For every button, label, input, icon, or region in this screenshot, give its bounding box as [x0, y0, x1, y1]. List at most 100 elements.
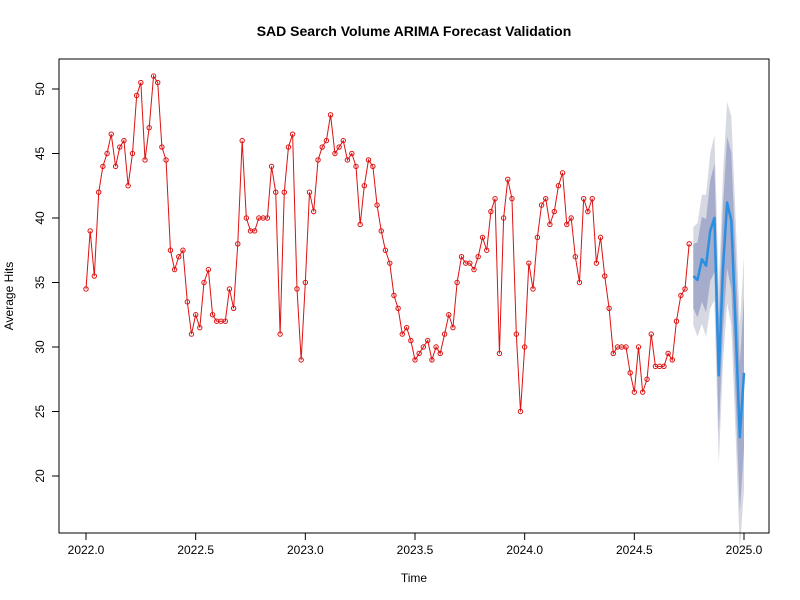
observed-point: [146, 125, 152, 131]
observed-point: [83, 286, 89, 292]
observed-point: [673, 318, 680, 324]
observed-point: [310, 208, 317, 215]
observed-point: [500, 215, 507, 221]
observed-point: [87, 228, 93, 234]
observed-point: [564, 221, 570, 228]
observed-point: [623, 344, 629, 350]
observed-point: [180, 247, 186, 253]
observed-layer: [83, 73, 692, 415]
observed-point: [682, 286, 688, 292]
observed-point: [323, 137, 330, 144]
observed-point: [340, 137, 346, 144]
observed-point: [184, 299, 191, 305]
observed-point: [176, 254, 182, 260]
observed-point: [357, 221, 363, 228]
observed-point: [412, 357, 418, 363]
observed-point: [336, 144, 342, 150]
observed-point: [450, 324, 456, 331]
observed-point: [235, 241, 241, 247]
observed-point: [686, 241, 692, 247]
observed-point: [479, 234, 486, 241]
forecast-layer: [692, 201, 746, 439]
observed-point: [547, 221, 553, 228]
observed-point: [492, 195, 498, 202]
observed-point: [403, 324, 410, 331]
observed-point: [125, 183, 131, 189]
observed-point: [273, 189, 279, 195]
observed-point: [446, 312, 452, 318]
observed-point: [602, 273, 608, 279]
observed-point: [665, 350, 671, 357]
observed-point: [96, 189, 102, 195]
x-tick-label: 2022.0: [68, 543, 105, 557]
observed-point: [559, 170, 566, 176]
observed-point: [239, 137, 245, 144]
observed-point: [433, 344, 439, 350]
y-tick-label: 25: [33, 405, 47, 419]
y-tick-label: 45: [33, 147, 47, 161]
observed-point: [429, 357, 435, 363]
observed-point: [437, 350, 443, 357]
observed-point: [327, 112, 334, 118]
observed-point: [264, 215, 271, 221]
observed-point: [319, 144, 325, 150]
observed-point: [458, 254, 465, 260]
x-tick-label: 2024.0: [506, 543, 543, 557]
observed-point: [555, 183, 562, 189]
observed-point: [205, 266, 212, 273]
observed-point: [306, 189, 313, 195]
observed-point: [391, 292, 397, 299]
x-tick-label: 2022.5: [177, 543, 214, 557]
observed-point: [197, 324, 203, 331]
observed-point: [517, 408, 524, 415]
observed-point: [669, 357, 675, 363]
observed-point: [505, 176, 511, 183]
observed-point: [635, 344, 642, 350]
plot-frame: [58, 58, 770, 534]
observed-point: [416, 350, 422, 357]
observed-point: [302, 279, 309, 286]
x-axis: 2022.0 2022.5 2023.0 2023.5 2024.0 2024.5 2025…: [68, 532, 763, 557]
observed-point: [129, 150, 136, 157]
observed-point: [365, 157, 372, 163]
observed-point: [534, 234, 541, 241]
observed-point: [661, 363, 667, 370]
observed-point: [344, 157, 351, 163]
observed-point: [108, 131, 114, 137]
observed-point: [382, 247, 389, 253]
x-tick-label: 2025.0: [726, 543, 763, 557]
chart-title: SAD Search Volume ARIMA Forecast Validat…: [257, 23, 572, 39]
observed-point: [627, 370, 633, 376]
observed-point: [171, 266, 178, 273]
observed-point: [644, 376, 650, 382]
observed-point: [678, 292, 684, 299]
y-axis-label: Average Hits: [2, 262, 16, 330]
observed-point: [576, 279, 583, 286]
observed-point: [387, 260, 393, 266]
observed-point: [100, 163, 106, 170]
observed-point: [281, 189, 287, 195]
observed-point: [138, 79, 144, 86]
observed-series-line: [85, 74, 690, 412]
observed-point: [639, 389, 646, 395]
observed-point: [133, 92, 140, 99]
observed-point: [441, 331, 448, 337]
observed-point: [188, 331, 195, 337]
observed-point: [222, 318, 228, 324]
observed-point: [585, 208, 591, 215]
observed-point: [509, 195, 515, 202]
observed-point: [631, 389, 638, 395]
observed-point: [150, 73, 157, 79]
observed-point: [167, 247, 174, 253]
observed-point: [192, 312, 199, 318]
observed-point: [488, 208, 494, 215]
observed-point: [484, 247, 490, 253]
observed-point: [572, 254, 579, 260]
observed-point: [568, 215, 574, 221]
observed-point: [378, 228, 384, 234]
observed-point: [496, 350, 503, 357]
observed-point: [243, 215, 250, 221]
observed-point: [543, 195, 549, 202]
y-tick-label: 35: [33, 276, 47, 290]
observed-point: [593, 260, 600, 266]
